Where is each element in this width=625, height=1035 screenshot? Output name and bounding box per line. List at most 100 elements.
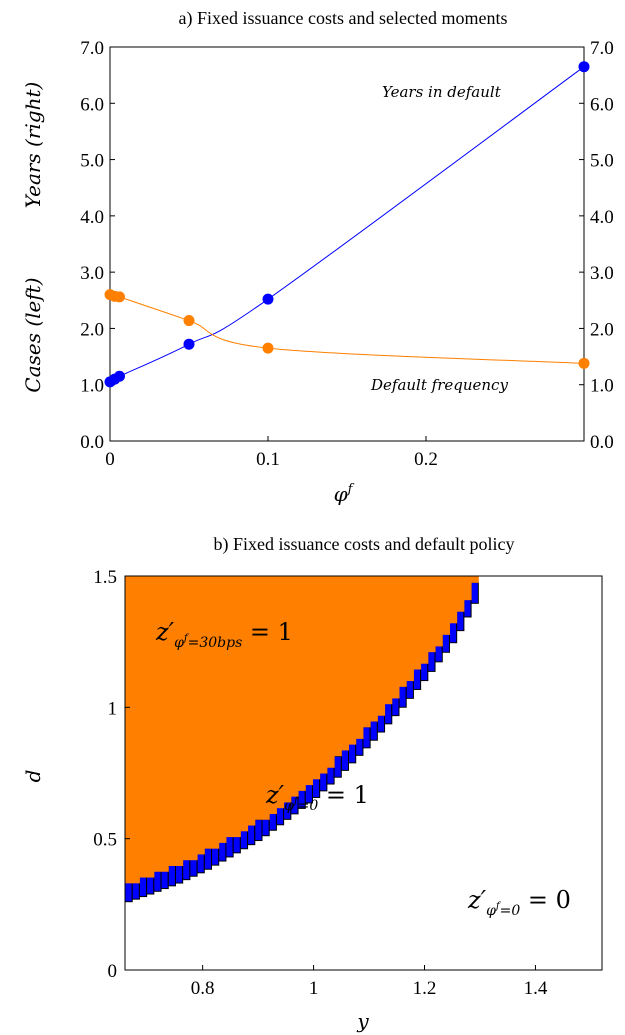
- panel-b-plot-frame: [124, 575, 603, 971]
- region-cell-blue: [384, 702, 393, 725]
- series-point-0: [183, 338, 195, 350]
- series-line-1: [109, 294, 585, 364]
- region-cell-orange: [298, 576, 306, 791]
- series-point-1: [262, 342, 274, 354]
- region-cell-orange: [362, 576, 371, 728]
- region-cell-orange: [247, 576, 256, 826]
- right-y-tick-label: 0.0: [590, 432, 614, 453]
- region-cell-orange: [355, 576, 364, 739]
- region-cell-orange: [427, 576, 436, 653]
- x-tick-label: 1.2: [413, 978, 437, 999]
- region-cell-blue: [362, 726, 371, 749]
- region-cell-blue: [333, 755, 342, 778]
- region-cell-orange: [449, 576, 458, 624]
- panel-a-left-y-axis: 0.0 1.0 2.0 3.0 4.0 5.0 6.0 7.0: [80, 38, 115, 453]
- left-y-tick-label: 4.0: [80, 207, 104, 228]
- region-cell-orange: [197, 576, 205, 855]
- region-cell-orange: [225, 576, 234, 838]
- region-cell-blue: [427, 649, 436, 672]
- panel-a-title: a) Fixed issuance costs and selected mom…: [179, 8, 508, 29]
- panel-a-y-axis-label: Cases (left) Years (right): [21, 82, 45, 393]
- region-cell-orange: [420, 576, 429, 664]
- region-cell-orange: [456, 576, 465, 612]
- region-cell-blue: [470, 581, 479, 604]
- region-cell-orange: [125, 576, 133, 884]
- region-cell-blue: [340, 748, 350, 771]
- region-label-white: z′φf=0 = 0: [467, 886, 571, 919]
- x-tick-label: 0: [105, 449, 115, 470]
- panel-a-x-axis: 0 0.1 0.2: [105, 436, 438, 470]
- region-cell-orange: [471, 576, 479, 583]
- region-cell-blue: [348, 741, 357, 764]
- panel-a-right-y-axis: 0.0 1.0 2.0 3.0 4.0 5.0 6.0 7.0: [579, 38, 614, 453]
- panel-a-plot-frame: [109, 46, 585, 442]
- region-cell-orange: [406, 576, 414, 682]
- region-cell-orange: [290, 576, 299, 797]
- region-cell-orange: [305, 576, 313, 786]
- region-cell-orange: [319, 576, 328, 774]
- region-cell-blue: [225, 835, 234, 858]
- region-cell-orange: [204, 576, 213, 849]
- panel-a-series-layer: [104, 61, 590, 388]
- right-y-tick-label: 4.0: [590, 207, 614, 228]
- region-cell-orange: [348, 576, 357, 745]
- region-cell-blue: [153, 869, 162, 892]
- region-cell-orange: [398, 576, 407, 687]
- series-point-0: [578, 61, 590, 73]
- right-y-tick-label: 1.0: [590, 376, 614, 397]
- region-cell-orange: [334, 576, 342, 757]
- series-point-1: [183, 315, 195, 327]
- panel-a-ylabel-left: Cases (left): [21, 277, 45, 392]
- region-cell-blue: [203, 847, 213, 870]
- region-cell-orange: [139, 576, 148, 878]
- region-cell-orange: [146, 576, 155, 878]
- left-y-tick-label: 7.0: [80, 38, 104, 59]
- right-y-tick-label: 2.0: [590, 319, 614, 340]
- region-cell-orange: [435, 576, 443, 647]
- left-y-tick-label: 5.0: [80, 151, 104, 172]
- region-cell-blue: [369, 718, 378, 741]
- panel-b: b) Fixed issuance costs and default poli…: [21, 534, 603, 1033]
- region-cell-orange: [442, 576, 450, 635]
- panel-a-ylabel-right: Years (right): [21, 82, 45, 209]
- y-tick-label: 1: [108, 698, 118, 719]
- region-cell-orange: [175, 576, 184, 866]
- region-cell-orange: [261, 576, 270, 820]
- series-label-years-in-default: Years in default: [382, 83, 502, 101]
- right-y-tick-label: 3.0: [590, 263, 614, 284]
- region-cell-blue: [218, 839, 227, 862]
- panel-b-title: b) Fixed issuance costs and default poli…: [214, 534, 515, 555]
- region-cell-orange: [312, 576, 321, 780]
- y-tick-label: 0.5: [93, 830, 117, 851]
- x-tick-label: 0.2: [414, 449, 438, 470]
- region-cell-orange: [189, 576, 198, 861]
- region-cell-orange: [370, 576, 378, 722]
- panel-a: a) Fixed issuance costs and selected mom…: [21, 8, 614, 506]
- series-point-0: [113, 370, 125, 382]
- x-tick-label: 1: [309, 978, 319, 999]
- y-tick-label: 1.5: [93, 567, 117, 588]
- region-cell-orange: [254, 576, 263, 820]
- series-point-1: [578, 357, 590, 369]
- region-cell-blue: [196, 851, 205, 874]
- right-y-tick-label: 6.0: [590, 94, 614, 115]
- region-cell-blue: [167, 864, 176, 887]
- left-y-tick-label: 1.0: [80, 376, 104, 397]
- region-cell-orange: [283, 576, 292, 803]
- region-cell-blue: [398, 685, 407, 708]
- region-cell-orange: [413, 576, 422, 670]
- panel-b-y-axis: 0 0.5 1 1.5: [93, 567, 130, 982]
- region-cell-orange: [391, 576, 400, 699]
- left-y-tick-label: 0.0: [80, 432, 104, 453]
- region-cell-orange: [161, 576, 169, 872]
- region-cell-blue: [124, 880, 133, 903]
- panel-b-y-axis-label: d: [21, 770, 45, 783]
- x-tick-label: 1.4: [524, 978, 548, 999]
- panel-b-x-axis: 0.8 1 1.2 1.4: [191, 965, 548, 999]
- region-cell-orange: [276, 576, 285, 809]
- region-cell-orange: [182, 576, 191, 861]
- region-cell-blue: [254, 819, 263, 842]
- panel-b-region-layer: [124, 576, 479, 903]
- left-y-tick-label: 3.0: [80, 263, 104, 284]
